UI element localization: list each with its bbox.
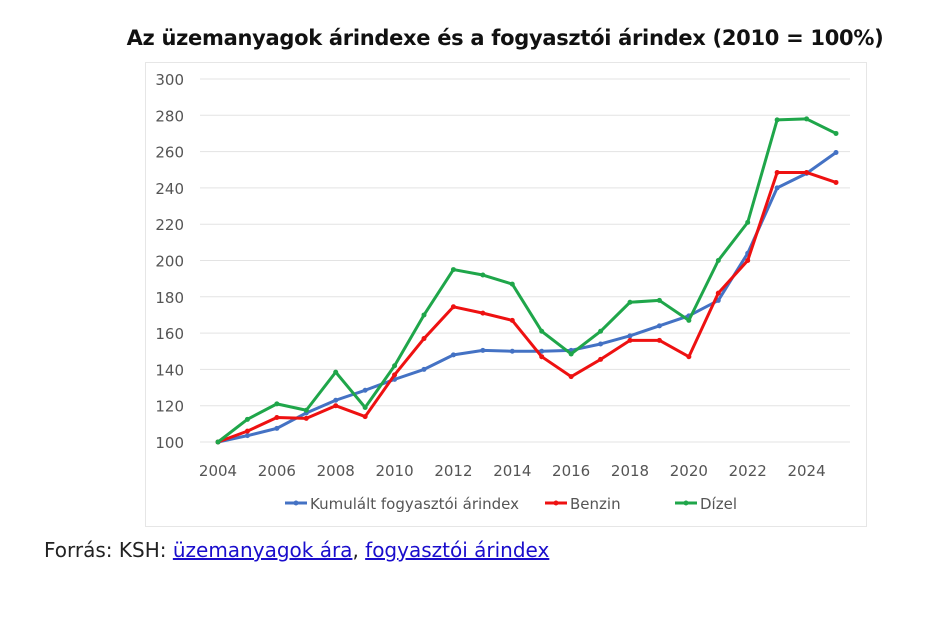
legend-marker (293, 500, 299, 506)
y-tick-label: 140 (155, 361, 184, 379)
data-point (244, 416, 250, 422)
y-tick-label: 240 (155, 180, 184, 198)
data-point (568, 374, 574, 380)
data-point (715, 290, 721, 296)
data-point (362, 414, 368, 420)
data-point (421, 312, 427, 318)
y-tick-label: 200 (155, 253, 184, 271)
y-tick-label: 120 (155, 398, 184, 416)
data-point (833, 150, 839, 156)
x-tick-label: 2008 (317, 462, 355, 480)
x-tick-label: 2006 (258, 462, 296, 480)
data-point (480, 347, 486, 353)
data-point (656, 297, 662, 303)
data-point (274, 425, 280, 431)
data-point (450, 352, 456, 358)
data-point (627, 337, 633, 343)
y-tick-label: 220 (155, 216, 184, 234)
data-point (627, 299, 633, 305)
chart-title: Az üzemanyagok árindexe és a fogyasztói … (126, 26, 884, 50)
y-tick-label: 300 (155, 71, 184, 89)
data-point (656, 337, 662, 343)
data-point (598, 328, 604, 334)
data-point (774, 117, 780, 123)
legend-label: Kumulált fogyasztói árindex (310, 495, 519, 513)
data-point (450, 267, 456, 273)
x-tick-label: 2010 (375, 462, 413, 480)
source-separator: , (352, 538, 366, 562)
legend-label: Dízel (700, 495, 737, 513)
chart-frame (145, 62, 867, 527)
data-point (745, 258, 751, 263)
data-point (539, 354, 545, 360)
data-point (539, 328, 545, 334)
data-point (686, 354, 692, 360)
x-tick-label: 2004 (199, 462, 237, 480)
data-point (598, 356, 604, 362)
data-point (333, 403, 339, 409)
data-point (804, 169, 810, 175)
x-tick-label: 2018 (611, 462, 649, 480)
y-tick-label: 260 (155, 144, 184, 162)
x-tick-label: 2024 (787, 462, 825, 480)
data-point (215, 439, 221, 445)
data-point (745, 219, 751, 225)
data-point (333, 369, 339, 375)
data-point (686, 317, 692, 323)
data-point (274, 401, 280, 407)
legend-marker (683, 500, 689, 506)
data-point (627, 333, 633, 339)
link-fuel-prices[interactable]: üzemanyagok ára (172, 538, 353, 562)
data-point (656, 323, 662, 329)
data-point (539, 348, 545, 354)
data-point (303, 415, 309, 421)
data-point (303, 407, 309, 413)
legend-marker (553, 500, 559, 506)
x-tick-label: 2016 (552, 462, 590, 480)
data-point (421, 366, 427, 372)
x-tick-label: 2012 (434, 462, 472, 480)
data-point (509, 281, 515, 287)
data-point (715, 258, 721, 263)
data-point (333, 397, 339, 403)
data-point (450, 304, 456, 310)
y-tick-label: 160 (155, 325, 184, 343)
data-point (274, 414, 280, 420)
data-point (362, 387, 368, 393)
data-point (480, 272, 486, 278)
data-point (480, 310, 486, 316)
y-tick-label: 180 (155, 289, 184, 307)
data-point (244, 433, 250, 439)
data-point (774, 169, 780, 175)
series-line-1 (217, 170, 837, 444)
y-tick-label: 100 (155, 434, 184, 452)
source-prefix: Forrás: KSH: (44, 538, 173, 562)
data-point (833, 179, 839, 185)
data-point (804, 116, 810, 122)
data-point (509, 348, 515, 354)
legend-label: Benzin (570, 495, 621, 513)
data-point (774, 185, 780, 191)
data-point (421, 336, 427, 342)
x-tick-label: 2022 (729, 462, 767, 480)
link-cpi[interactable]: fogyasztói árindex (365, 538, 550, 562)
data-point (362, 405, 368, 411)
data-point (392, 363, 398, 369)
series-line-2 (217, 117, 837, 444)
x-tick-label: 2020 (670, 462, 708, 480)
data-point (598, 341, 604, 347)
data-point (568, 351, 574, 357)
data-point (509, 317, 515, 323)
source-line: Forrás: KSH: üzemanyagok ára, fogyasztói… (44, 538, 549, 562)
data-point (392, 372, 398, 378)
data-point (833, 130, 839, 136)
x-tick-label: 2014 (493, 462, 531, 480)
y-tick-label: 280 (155, 107, 184, 125)
data-point (244, 428, 250, 434)
